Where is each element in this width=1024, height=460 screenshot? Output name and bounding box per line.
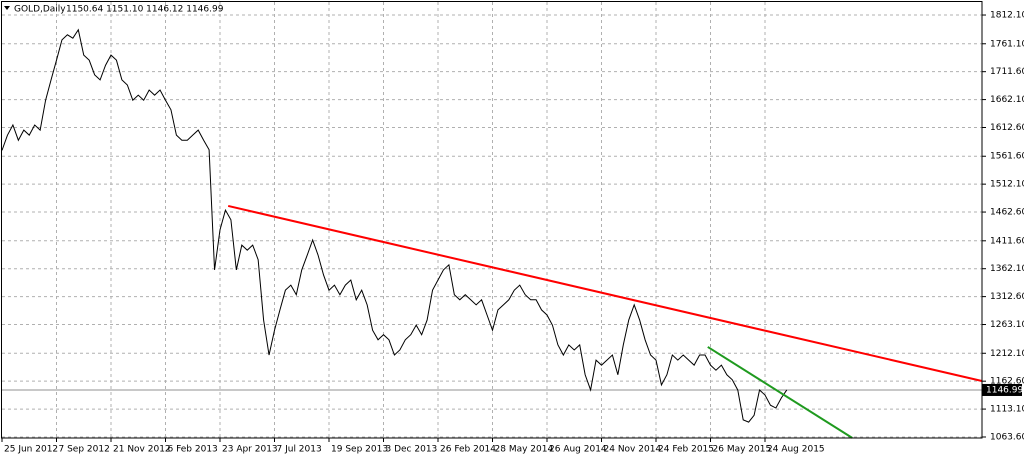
x-tick-label: 6 Feb 2013 <box>168 445 218 455</box>
y-tick-label: 1263.10 <box>990 320 1024 330</box>
chart-subtitle: 1150.64 1151.10 1146.12 1146.99 <box>66 5 224 15</box>
x-tick-label: 3 Dec 2013 <box>386 445 438 455</box>
y-tick-label: 1462.60 <box>990 208 1024 218</box>
y-tick-label: 1662.10 <box>990 95 1024 105</box>
y-tick-label: 1711.60 <box>990 67 1024 77</box>
plot-frame <box>1 1 983 439</box>
y-tick-label: 1212.10 <box>990 349 1024 359</box>
x-tick-label: 24 Feb 2015 <box>658 445 714 455</box>
price-line <box>1 28 788 423</box>
y-tick-label: 1312.60 <box>990 292 1024 302</box>
x-tick-label: 26 Aug 2014 <box>549 445 607 455</box>
last-price-box <box>982 383 1022 396</box>
y-tick-label: 1561.60 <box>990 152 1024 162</box>
y-tick-label: 1063.60 <box>990 432 1024 442</box>
menu-arrow[interactable] <box>4 6 10 10</box>
chart-title: GOLD,Daily <box>14 5 66 15</box>
x-tick-label: 7 Jul 2013 <box>277 445 322 455</box>
x-tick-label: 24 Aug 2015 <box>767 445 825 455</box>
y-tick-label: 1812.10 <box>990 11 1024 21</box>
last-price-label: 1146.99 <box>986 385 1023 395</box>
y-tick-label: 1612.60 <box>990 123 1024 133</box>
y-tick-label: 1512.10 <box>990 180 1024 190</box>
x-tick-label: 23 Apr 2013 <box>222 445 278 455</box>
plot <box>1 28 983 439</box>
trendline <box>227 204 983 382</box>
x-tick-label: 26 Feb 2014 <box>440 445 496 455</box>
y-tick-label: 1362.10 <box>990 264 1024 274</box>
x-tick-label: 7 Sep 2012 <box>59 445 110 455</box>
x-tick-label: 26 May 2015 <box>713 445 772 455</box>
x-tick-label: 28 May 2014 <box>495 445 554 455</box>
y-tick-label: 1113.10 <box>990 405 1024 415</box>
grid <box>2 2 982 438</box>
trendline <box>707 346 853 439</box>
y-tick-label: 1411.60 <box>990 236 1024 246</box>
x-tick-label: 21 Nov 2012 <box>113 445 171 455</box>
x-tick-label: 19 Sep 2013 <box>331 445 388 455</box>
y-tick-label: 1761.10 <box>990 39 1024 49</box>
x-tick-label: 24 Nov 2014 <box>604 445 662 455</box>
x-tick-label: 25 Jun 2012 <box>4 445 58 455</box>
y-tick-label: 1162.60 <box>990 377 1024 387</box>
